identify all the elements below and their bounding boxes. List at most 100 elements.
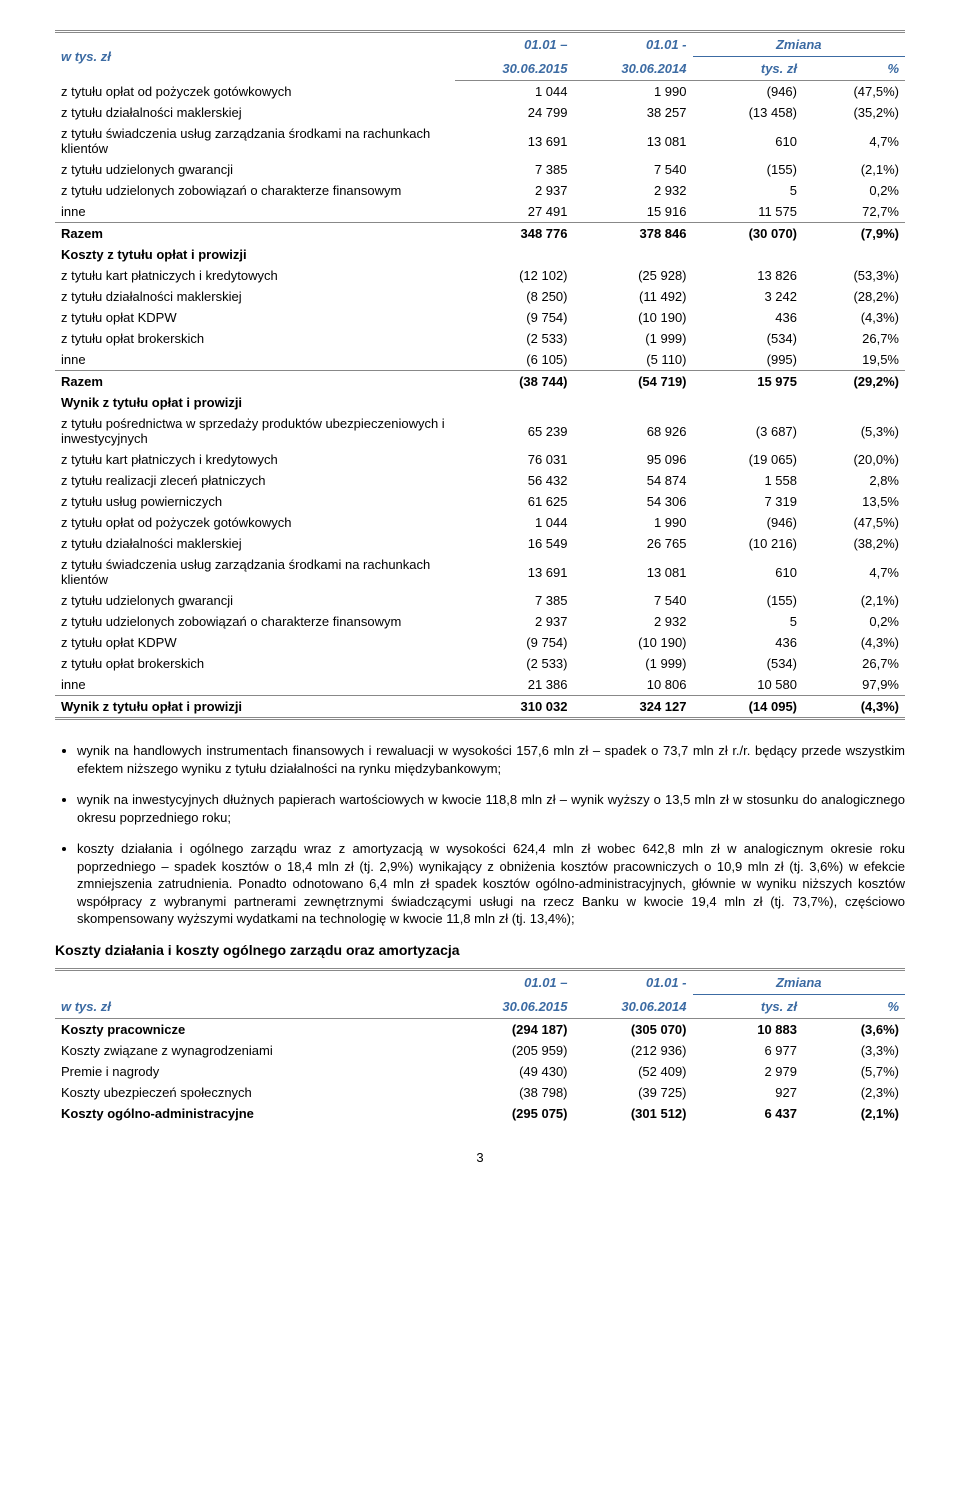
row-value: (2 533): [455, 328, 574, 349]
row-value: (2,3%): [803, 1082, 905, 1103]
row-value: (38,2%): [803, 533, 905, 554]
row-value: 348 776: [455, 223, 574, 245]
row-value: 4,7%: [803, 123, 905, 159]
row-label: Koszty związane z wynagrodzeniami: [55, 1040, 455, 1061]
row-value: 54 874: [574, 470, 693, 491]
row-label: z tytułu udzielonych zobowiązań o charak…: [55, 611, 455, 632]
row-label: z tytułu udzielonych gwarancji: [55, 590, 455, 611]
row-value: (28,2%): [803, 286, 905, 307]
table-row: Koszty z tytułu opłat i prowizji: [55, 244, 905, 265]
row-value: 10 580: [693, 674, 804, 696]
row-value: 310 032: [455, 696, 574, 719]
row-label: z tytułu kart płatniczych i kredytowych: [55, 449, 455, 470]
row-value: 11 575: [693, 201, 804, 223]
row-value: (7,9%): [803, 223, 905, 245]
row-value: 38 257: [574, 102, 693, 123]
row-value: (1 999): [574, 328, 693, 349]
row-value: (534): [693, 653, 804, 674]
table-row: z tytułu opłat od pożyczek gotówkowych1 …: [55, 512, 905, 533]
row-value: 2 937: [455, 611, 574, 632]
row-value: (54 719): [574, 371, 693, 393]
row-label: Koszty z tytułu opłat i prowizji: [55, 244, 455, 265]
table-row: z tytułu kart płatniczych i kredytowych7…: [55, 449, 905, 470]
row-value: [574, 392, 693, 413]
table-row: inne27 49115 91611 57572,7%: [55, 201, 905, 223]
row-value: 1 558: [693, 470, 804, 491]
row-value: 56 432: [455, 470, 574, 491]
table-row: z tytułu działalności maklerskiej16 5492…: [55, 533, 905, 554]
row-value: 7 385: [455, 159, 574, 180]
table-row: z tytułu świadczenia usług zarządzania ś…: [55, 123, 905, 159]
t2-header-p1-bot: 30.06.2015: [455, 994, 574, 1018]
row-value: (53,3%): [803, 265, 905, 286]
row-label: z tytułu udzielonych gwarancji: [55, 159, 455, 180]
row-label: z tytułu opłat brokerskich: [55, 653, 455, 674]
table-row: z tytułu pośrednictwa w sprzedaży produk…: [55, 413, 905, 449]
row-value: 19,5%: [803, 349, 905, 371]
t2-header-p2-bot: 30.06.2014: [574, 994, 693, 1018]
table-row: z tytułu opłat od pożyczek gotówkowych1 …: [55, 81, 905, 103]
row-value: (11 492): [574, 286, 693, 307]
row-value: 324 127: [574, 696, 693, 719]
row-value: 6 977: [693, 1040, 804, 1061]
fees-commission-table: w tys. zł 01.01 – 01.01 - Zmiana 30.06.2…: [55, 30, 905, 720]
row-value: (155): [693, 590, 804, 611]
bullet-item: koszty działania i ogólnego zarządu wraz…: [77, 840, 905, 928]
row-value: 95 096: [574, 449, 693, 470]
table-row: z tytułu usług powierniczych61 62554 306…: [55, 491, 905, 512]
row-value: 7 319: [693, 491, 804, 512]
section-title: Koszty działania i koszty ogólnego zarzą…: [55, 942, 905, 958]
row-value: 26 765: [574, 533, 693, 554]
row-value: 1 044: [455, 81, 574, 103]
row-label: z tytułu pośrednictwa w sprzedaży produk…: [55, 413, 455, 449]
row-value: 65 239: [455, 413, 574, 449]
row-label: z tytułu opłat KDPW: [55, 307, 455, 328]
row-label: z tytułu działalności maklerskiej: [55, 533, 455, 554]
row-value: (29,2%): [803, 371, 905, 393]
row-value: 68 926: [574, 413, 693, 449]
row-value: (205 959): [455, 1040, 574, 1061]
row-value: (295 075): [455, 1103, 574, 1124]
row-value: (2,1%): [803, 1103, 905, 1124]
t2-header-zmiana: Zmiana: [693, 969, 906, 994]
row-value: 1 990: [574, 512, 693, 533]
row-value: 927: [693, 1082, 804, 1103]
row-value: (3,3%): [803, 1040, 905, 1061]
row-value: (946): [693, 81, 804, 103]
row-value: (13 458): [693, 102, 804, 123]
row-value: (2,1%): [803, 590, 905, 611]
row-value: 2 932: [574, 180, 693, 201]
table-row: z tytułu świadczenia usług zarządzania ś…: [55, 554, 905, 590]
row-value: (2,1%): [803, 159, 905, 180]
row-value: [693, 392, 804, 413]
row-value: 76 031: [455, 449, 574, 470]
row-value: (2 533): [455, 653, 574, 674]
row-value: 13 081: [574, 123, 693, 159]
row-value: (294 187): [455, 1018, 574, 1040]
row-label: Wynik z tytułu opłat i prowizji: [55, 696, 455, 719]
table-row: z tytułu kart płatniczych i kredytowych(…: [55, 265, 905, 286]
row-label: z tytułu opłat brokerskich: [55, 328, 455, 349]
row-value: 1 990: [574, 81, 693, 103]
header-z1: tys. zł: [693, 57, 804, 81]
t2-header-p2-top: 01.01 -: [574, 969, 693, 994]
row-value: (3,6%): [803, 1018, 905, 1040]
table-row: inne21 38610 80610 58097,9%: [55, 674, 905, 696]
row-value: 5: [693, 180, 804, 201]
row-value: [574, 244, 693, 265]
row-label: z tytułu usług powierniczych: [55, 491, 455, 512]
row-value: 27 491: [455, 201, 574, 223]
row-value: (5,3%): [803, 413, 905, 449]
table-row: z tytułu opłat KDPW(9 754)(10 190)436(4,…: [55, 632, 905, 653]
row-value: 21 386: [455, 674, 574, 696]
row-label: Koszty pracownicze: [55, 1018, 455, 1040]
row-value: 3 242: [693, 286, 804, 307]
row-value: [803, 244, 905, 265]
row-value: 24 799: [455, 102, 574, 123]
row-label: z tytułu działalności maklerskiej: [55, 286, 455, 307]
costs-table: 01.01 –01.01 -Zmianaw tys. zł30.06.20153…: [55, 968, 905, 1124]
table-row: z tytułu realizacji zleceń płatniczych56…: [55, 470, 905, 491]
table-row: Wynik z tytułu opłat i prowizji: [55, 392, 905, 413]
row-value: (35,2%): [803, 102, 905, 123]
row-label: Wynik z tytułu opłat i prowizji: [55, 392, 455, 413]
